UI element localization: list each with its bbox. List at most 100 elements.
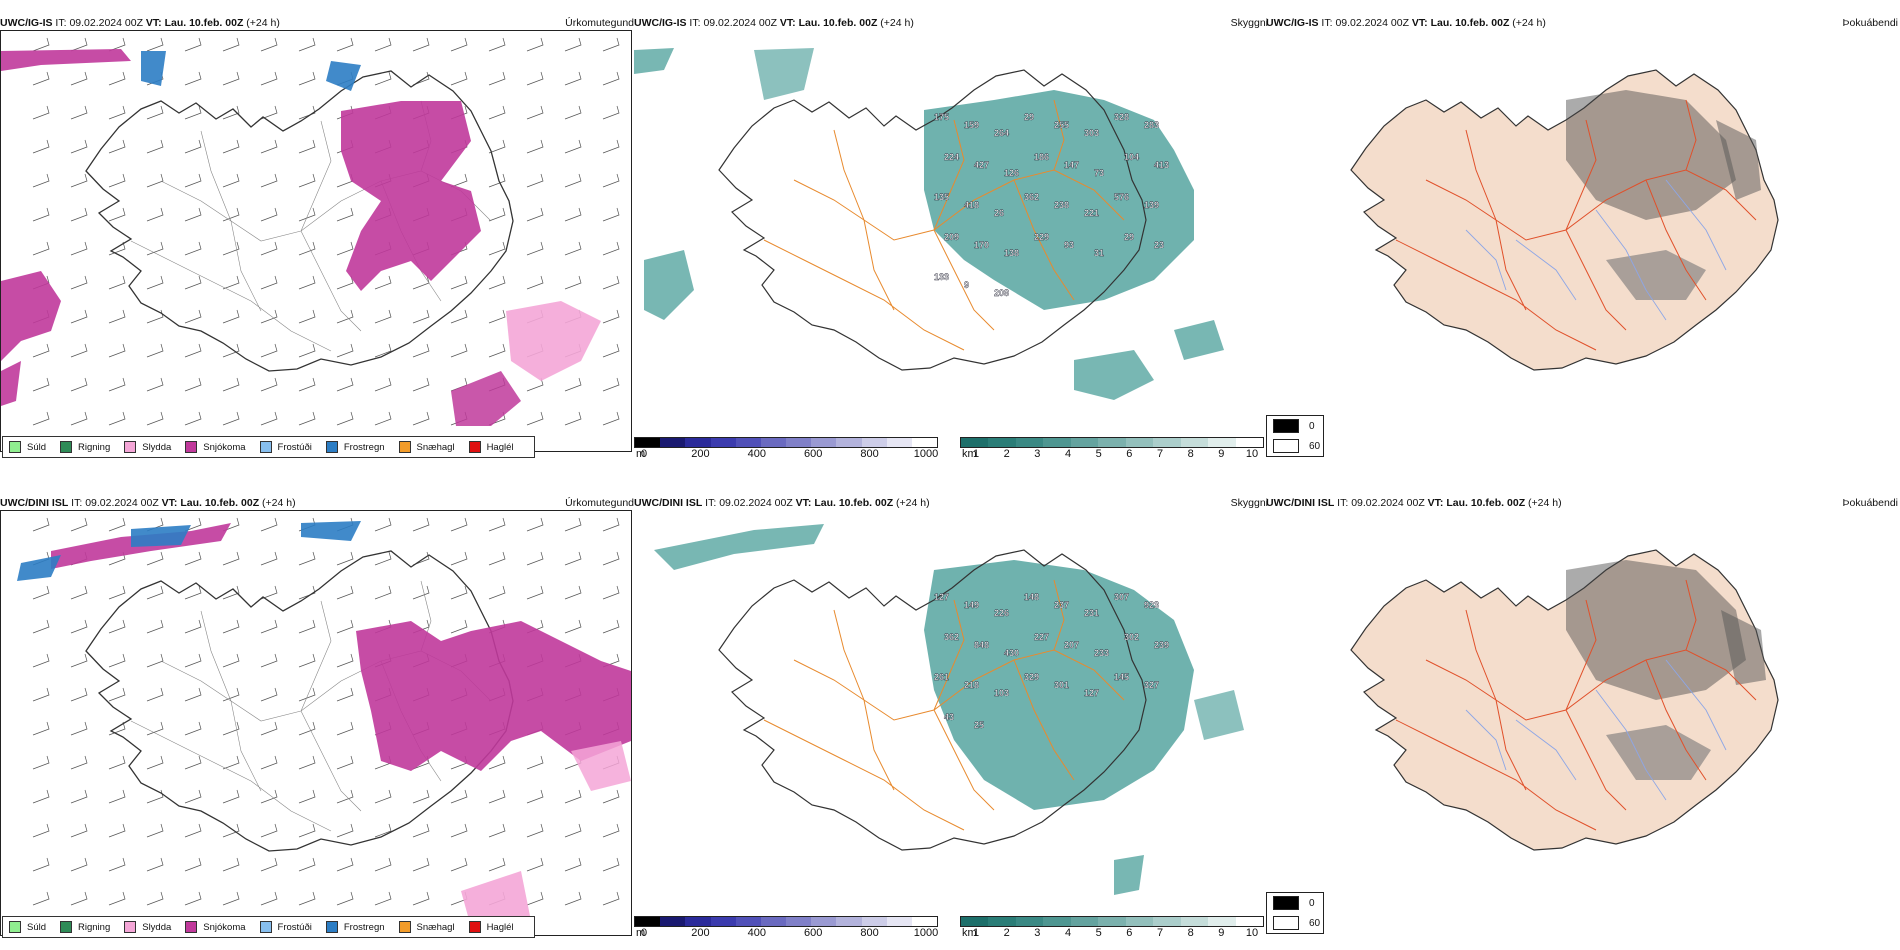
wind-barb [108,891,126,906]
low-cloud-area [634,48,674,74]
wind-barb [526,789,544,804]
wind-barb [70,37,88,52]
legend-item-rigning: Rigning [60,441,110,453]
cloud-base-value: 264 [994,128,1009,138]
panel-title: Skyggni [1230,497,1268,509]
model-name: UWC/IG-IS [0,17,53,29]
it-label: IT: [689,17,701,29]
wind-barb [32,653,50,668]
wind-barb [146,377,164,392]
legend-label: Súld [27,921,47,933]
iceland-coastline [718,549,1147,851]
wind-barb [602,891,620,906]
wind-barb [108,309,126,324]
cloud-base-value: 413 [1154,160,1169,170]
colorbar-tick-label: 1 [972,927,980,939]
cloud-base-value: 237 [1054,600,1069,610]
iceland-land [1350,69,1779,371]
wind-barb [602,309,620,324]
colorbar-tick-label: 1 [972,448,980,460]
colorbar-bin [1043,917,1071,926]
wind-barb [336,207,354,222]
wind-barb [336,377,354,392]
wind-barb [70,343,88,358]
wind-barb [336,411,354,426]
wind-barb [222,823,240,838]
cloud-base-value: 170 [974,240,989,250]
wind-barb [450,343,468,358]
colorbar-bin [861,917,887,926]
wind-barb [32,687,50,702]
wind-barb [70,517,88,532]
colorbar-bin [988,917,1016,926]
legend-item-frostudi: Frostúði [259,921,312,933]
wind-barb [108,653,126,668]
swatch [398,441,411,453]
vt-label: VT: Lau. 10.feb. 00Z [145,17,244,29]
wind-barb [184,687,202,702]
wind-barb [488,789,506,804]
colorbar-bin [1125,438,1154,447]
wind-barb [412,71,430,86]
fog-legend: 0 60 [1266,892,1324,934]
wind-barb [602,585,620,600]
wind-barb [146,275,164,290]
legend-label: Slydda [142,921,172,933]
wind-barb [412,517,430,532]
cloud-base-value: 23 [1154,240,1164,250]
wind-barb [184,71,202,86]
colorbar-bin [1153,917,1181,926]
wind-barb [222,71,240,86]
cloud-base-value: 31 [1094,248,1104,258]
colorbar-bin [735,917,761,926]
wind-barb [564,891,582,906]
it-value: 09.02.2024 00Z [85,497,159,509]
wind-barb [526,37,544,52]
cloud-base-value: 427 [974,160,989,170]
wind-barb [374,309,392,324]
wind-barb [450,517,468,532]
colorbar-tick-label: 600 [804,927,823,939]
colorbar-bin [635,917,661,926]
colorbar-bin [1180,917,1209,926]
legend-item-snaehagl: Snæhagl [398,441,455,453]
wind-barb [70,789,88,804]
wind-barb [70,585,88,600]
wind-barb [336,891,354,906]
fog-legend-item: 0 [1267,416,1323,436]
legend-item-frostudi: Frostúði [259,441,312,453]
wind-barb [222,241,240,256]
wind-barb [336,309,354,324]
wind-barb [70,721,88,736]
wind-barb [32,105,50,120]
wind-barb [298,71,316,86]
snow-area [451,371,521,426]
wind-barb [298,105,316,120]
cloud-base-value: 73 [1094,168,1104,178]
wind-barb [184,517,202,532]
colorbar-ticks: m 0 200 400 600 800 1000 [634,448,938,462]
legend-label: Snæhagl [416,441,455,453]
panel-header: UWC/DINI ISL IT: 09.02.2024 00Z VT: Lau.… [0,496,636,510]
wind-barb [374,789,392,804]
wind-barb [412,411,430,426]
low-cloud-area [1074,350,1154,400]
cloud-base-value: 29 [1024,112,1034,122]
wind-barb [412,37,430,52]
wind-barb [260,309,278,324]
cloud-base-value: 147 [1064,160,1079,170]
legend-label: Rigning [78,921,111,933]
wind-barb [184,857,202,872]
wind-barb [260,173,278,188]
colorbar-ticks: m 0 200 400 600 800 1000 [634,927,938,941]
colorbar-strip [634,916,938,927]
wind-barb [70,687,88,702]
colorbar-tick-label: 7 [1156,448,1164,460]
panel-title: Úrkomutegund [565,17,634,29]
cloud-base-value: 126 [1004,168,1019,178]
wind-barb [564,857,582,872]
colorbar-bin [660,917,686,926]
colorbar-tick-label: 0 [640,927,648,939]
wind-barb [564,71,582,86]
cloud-base-panel-bottom: UWC/DINI ISL IT: 09.02.2024 00Z VT: Lau.… [634,496,1270,950]
